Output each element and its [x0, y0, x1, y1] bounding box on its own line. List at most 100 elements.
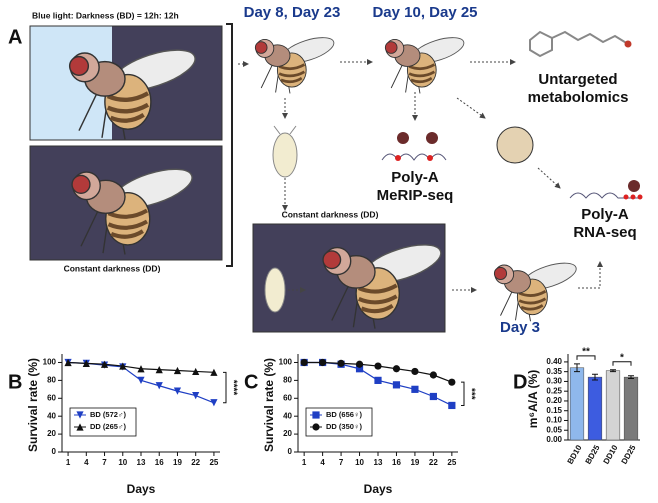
point	[355, 365, 364, 373]
x-tick-label: 22	[191, 458, 200, 467]
fly	[254, 31, 335, 95]
bd-box	[29, 25, 223, 141]
y-tick-label: 0	[52, 447, 57, 456]
x-tick-label: 10	[355, 458, 364, 467]
legend-label: DD (350♀)	[326, 422, 363, 431]
x-tick-label: 19	[173, 458, 182, 467]
significance: ***	[465, 388, 476, 400]
significance-bracket	[612, 361, 632, 366]
dd-condition: Constant darkness (DD)	[64, 263, 161, 273]
rnaseq-icon	[569, 180, 643, 200]
y-tick-label: 100	[43, 358, 57, 367]
x-tick-label: BD25	[584, 443, 602, 466]
panel-label: A	[8, 26, 22, 48]
panel-label: D	[513, 371, 527, 393]
method-label: Untargeted	[538, 71, 617, 88]
point	[192, 367, 200, 376]
x-tick-label: 4	[320, 458, 325, 467]
point	[411, 367, 419, 376]
y-tick-label: 80	[47, 375, 56, 384]
x-tick-label: DD25	[620, 443, 638, 466]
method-label: metabolomics	[528, 89, 629, 106]
bar	[587, 376, 603, 441]
x-tick-label: 7	[339, 458, 344, 467]
x-axis-label: Days	[127, 482, 156, 496]
y-tick-label: 0.00	[546, 435, 562, 444]
panel-label: B	[8, 371, 22, 393]
y-tick-label: 0.40	[546, 357, 562, 366]
x-tick-label: 1	[66, 458, 71, 467]
dd-condition: Constant darkness (DD)	[282, 209, 379, 219]
x-tick-label: 19	[410, 458, 419, 467]
arrow	[578, 261, 603, 289]
arrow	[456, 97, 486, 119]
significance-bracket	[461, 381, 465, 406]
point	[173, 387, 182, 395]
point	[119, 362, 127, 370]
x-tick-label: BD10	[566, 443, 584, 466]
bar	[605, 370, 621, 441]
significance-bracket	[576, 355, 596, 360]
fly	[384, 31, 465, 95]
molecule	[529, 30, 632, 58]
point	[137, 365, 145, 373]
error-bar	[592, 373, 598, 381]
x-tick-label: 4	[84, 458, 89, 467]
y-tick-label: 0.35	[546, 367, 562, 376]
y-tick-label: 40	[283, 411, 292, 420]
point	[392, 365, 401, 373]
day-label: Day 8, Day 23	[244, 4, 341, 21]
point	[210, 368, 218, 376]
merip-icon	[381, 132, 447, 161]
bar	[569, 367, 585, 441]
point	[100, 360, 109, 368]
method-label: RNA-seq	[573, 224, 636, 241]
point	[374, 362, 382, 370]
y-tick-label: 60	[283, 393, 292, 402]
point	[192, 392, 200, 400]
x-tick-label: 10	[118, 458, 127, 467]
y-tick-label: 20	[283, 429, 292, 438]
point	[429, 371, 437, 379]
legend-label: DD (265♂)	[90, 422, 127, 431]
x-tick-label: 25	[209, 458, 218, 467]
point	[173, 366, 182, 375]
point	[374, 376, 382, 384]
panel-label: C	[244, 371, 258, 393]
x-tick-label: DD10	[602, 443, 620, 466]
point	[448, 401, 456, 410]
arrow	[537, 167, 561, 189]
y-tick-label: 40	[47, 411, 56, 420]
point	[319, 358, 327, 367]
day-label: Day 10, Day 25	[372, 4, 477, 21]
y-tick-label: 0.30	[546, 377, 562, 386]
legend-label: BD (656♀)	[326, 410, 363, 419]
method-label: Poly-A	[391, 169, 439, 186]
method-label: Poly-A	[581, 206, 629, 223]
x-tick-label: 16	[392, 458, 401, 467]
point	[448, 378, 456, 386]
x-tick-label: 25	[447, 458, 456, 467]
significance: *	[620, 352, 624, 363]
x-tick-label: 13	[137, 458, 146, 467]
point	[411, 385, 419, 393]
y-axis-label: m⁶A/A (%)	[526, 370, 540, 428]
x-tick-label: 16	[155, 458, 164, 467]
x-tick-label: 1	[302, 458, 307, 467]
method-label: MeRIP-seq	[377, 187, 454, 204]
pupa	[264, 267, 286, 313]
y-tick-label: 0.15	[546, 406, 562, 415]
significance: ****	[227, 380, 238, 396]
point	[392, 381, 401, 389]
point	[337, 359, 345, 367]
point	[312, 411, 320, 419]
y-tick-label: 0.05	[546, 425, 562, 434]
point	[312, 423, 320, 431]
x-axis-label: Days	[364, 482, 393, 496]
point	[210, 399, 218, 407]
point	[76, 411, 84, 419]
legend-label: BD (572♂)	[90, 410, 127, 419]
significance: **	[582, 346, 590, 357]
point	[82, 359, 90, 367]
